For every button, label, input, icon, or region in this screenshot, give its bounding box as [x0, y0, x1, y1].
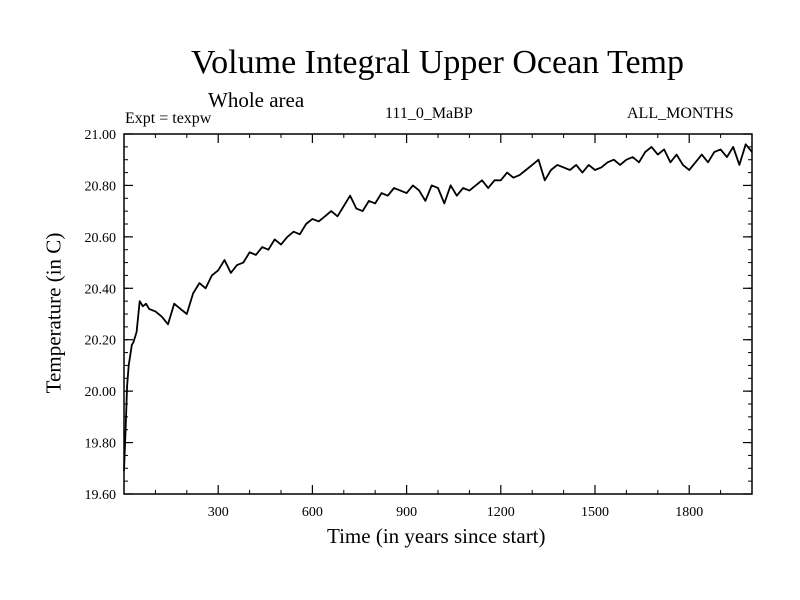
y-tick-label: 19.60 [85, 488, 117, 503]
x-tick-label: 1800 [675, 505, 703, 520]
y-tick-label: 20.80 [85, 179, 117, 194]
run-label: 111_0_MaBP [385, 105, 473, 122]
chart-subtitle: Whole area [208, 88, 305, 112]
y-tick-label: 20.40 [85, 282, 117, 297]
y-tick-label: 19.80 [85, 437, 117, 452]
chart-title: Volume Integral Upper Ocean Temp [191, 44, 684, 81]
axis-ticks: 19.60 19.80 20.00 20.20 20.40 20.60 20.80 21.00… [85, 128, 752, 520]
y-tick-label: 20.60 [85, 231, 117, 246]
x-tick-label: 900 [396, 505, 417, 520]
x-tick-label: 300 [208, 505, 229, 520]
plot-frame [123, 133, 753, 495]
y-tick-label: 20.20 [85, 334, 117, 349]
series-line-temperature [123, 143, 753, 471]
experiment-label: Expt = texpw [125, 110, 212, 127]
series-layer [123, 143, 753, 471]
y-tick-label: 21.00 [85, 128, 117, 143]
y-tick-label: 20.00 [85, 385, 117, 400]
x-tick-label: 600 [302, 505, 323, 520]
months-label: ALL_MONTHS [627, 105, 734, 122]
x-tick-label: 1200 [487, 505, 515, 520]
x-axis-label: Time (in years since start) [327, 524, 546, 548]
x-tick-label: 1500 [581, 505, 609, 520]
